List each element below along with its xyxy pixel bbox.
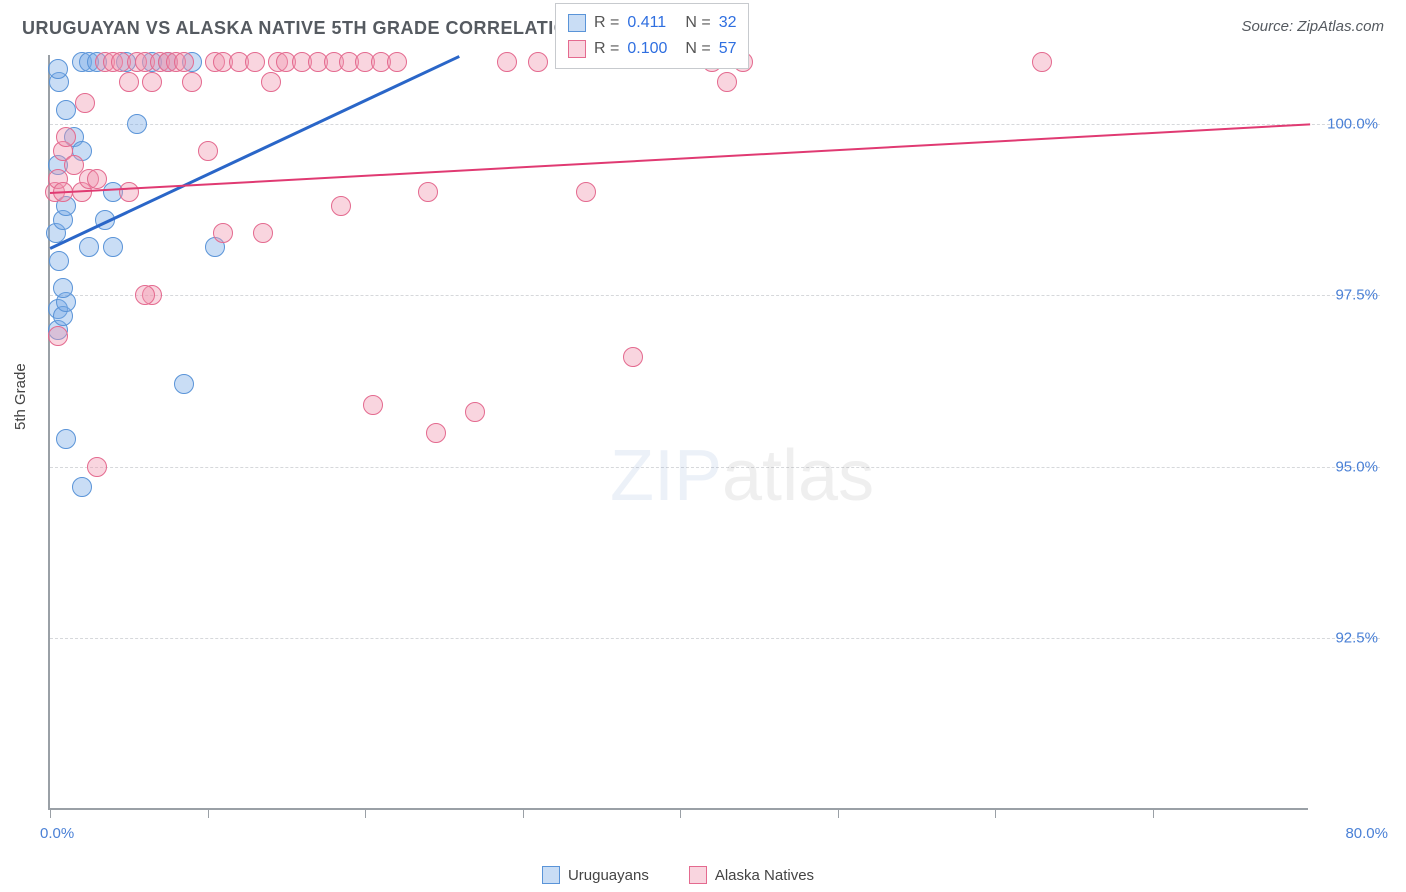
legend-row: R = 0.411 N = 32 <box>568 10 736 36</box>
data-point <box>717 72 737 92</box>
data-point <box>79 237 99 257</box>
r-value: 0.411 <box>627 14 677 32</box>
data-point <box>174 52 194 72</box>
data-point <box>119 72 139 92</box>
data-point <box>48 59 68 79</box>
y-axis-label: 5th Grade <box>12 363 29 430</box>
gridline-h <box>50 638 1380 639</box>
y-tick-label: 92.5% <box>1318 630 1378 647</box>
x-tick <box>1153 808 1154 818</box>
data-point <box>418 182 438 202</box>
watermark: ZIPatlas <box>610 435 874 517</box>
data-point <box>465 402 485 422</box>
x-tick <box>680 808 681 818</box>
y-tick-label: 100.0% <box>1318 115 1378 132</box>
r-label: R = <box>594 40 619 58</box>
legend-label: Uruguayans <box>568 867 649 884</box>
data-point <box>142 72 162 92</box>
data-point <box>48 326 68 346</box>
data-point <box>363 395 383 415</box>
data-point <box>497 52 517 72</box>
x-tick <box>995 808 996 818</box>
plot-container: 92.5%95.0%97.5%100.0%0.0%80.0%ZIPatlas <box>48 55 1378 810</box>
data-point <box>87 169 107 189</box>
data-point <box>72 477 92 497</box>
n-label: N = <box>685 14 710 32</box>
legend-swatch <box>542 866 560 884</box>
legend-row: R = 0.100 N = 57 <box>568 36 736 62</box>
r-label: R = <box>594 14 619 32</box>
data-point <box>56 127 76 147</box>
correlation-legend: R = 0.411 N = 32 R = 0.100 N = 57 <box>555 3 749 69</box>
n-label: N = <box>685 40 710 58</box>
data-point <box>198 141 218 161</box>
legend-item: Alaska Natives <box>689 866 814 884</box>
legend-swatch <box>568 40 586 58</box>
data-point <box>49 251 69 271</box>
legend-label: Alaska Natives <box>715 867 814 884</box>
bottom-legend: Uruguayans Alaska Natives <box>48 866 1308 884</box>
gridline-h <box>50 467 1380 468</box>
data-point <box>119 182 139 202</box>
data-point <box>261 72 281 92</box>
data-point <box>103 237 123 257</box>
x-tick <box>838 808 839 818</box>
data-point <box>623 347 643 367</box>
x-tick <box>50 808 51 818</box>
data-point <box>87 457 107 477</box>
data-point <box>174 374 194 394</box>
data-point <box>135 285 155 305</box>
x-min-label: 0.0% <box>40 825 74 842</box>
data-point <box>53 278 73 298</box>
x-tick <box>365 808 366 818</box>
data-point <box>182 72 202 92</box>
gridline-h <box>50 295 1380 296</box>
trend-line <box>49 55 460 249</box>
plot-area: 92.5%95.0%97.5%100.0%0.0%80.0%ZIPatlas <box>48 55 1308 810</box>
x-max-label: 80.0% <box>1345 825 1388 842</box>
legend-swatch <box>568 14 586 32</box>
n-value: 32 <box>719 14 737 32</box>
x-tick <box>208 808 209 818</box>
legend-item: Uruguayans <box>542 866 649 884</box>
x-tick <box>523 808 524 818</box>
legend-swatch <box>689 866 707 884</box>
data-point <box>1032 52 1052 72</box>
data-point <box>426 423 446 443</box>
r-value: 0.100 <box>627 40 677 58</box>
data-point <box>576 182 596 202</box>
data-point <box>253 223 273 243</box>
data-point <box>56 100 76 120</box>
gridline-h <box>50 124 1380 125</box>
data-point <box>75 93 95 113</box>
data-point <box>213 223 233 243</box>
data-point <box>387 52 407 72</box>
data-point <box>331 196 351 216</box>
y-tick-label: 95.0% <box>1318 458 1378 475</box>
source-label: Source: ZipAtlas.com <box>1241 18 1384 35</box>
data-point <box>56 429 76 449</box>
y-tick-label: 97.5% <box>1318 287 1378 304</box>
data-point <box>528 52 548 72</box>
n-value: 57 <box>719 40 737 58</box>
data-point <box>127 114 147 134</box>
data-point <box>245 52 265 72</box>
